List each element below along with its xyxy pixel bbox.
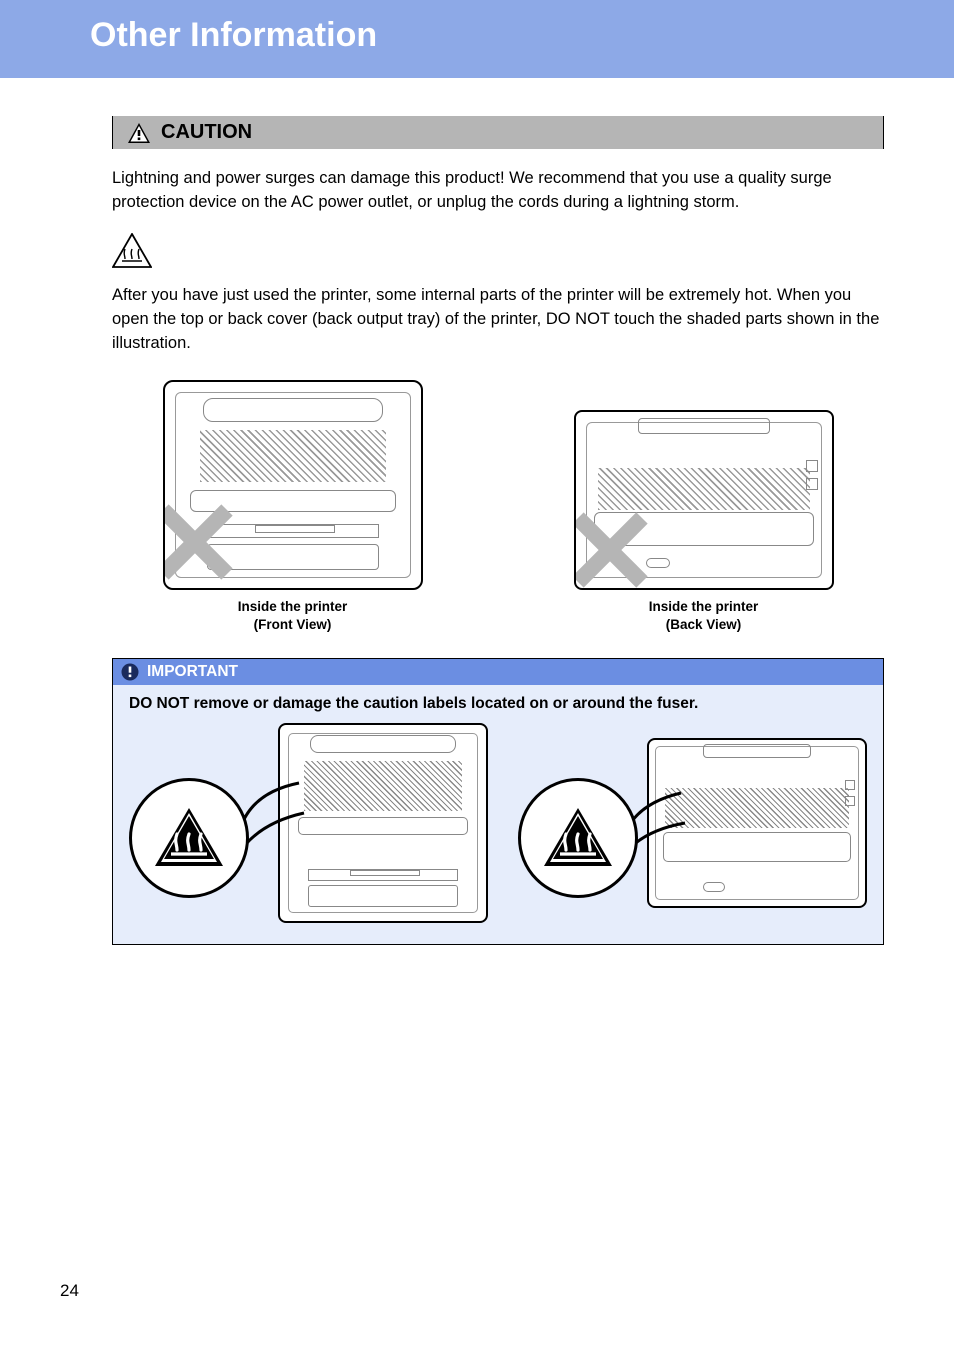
hot-surface-icon [542, 806, 614, 870]
caution-bar: CAUTION [112, 116, 884, 149]
important-figures [129, 723, 867, 928]
figure-back: Inside the printer (Back View) [574, 410, 834, 634]
caution-paragraph-2: After you have just used the printer, so… [112, 284, 884, 356]
hot-surface-icon [112, 233, 884, 274]
content-area: CAUTION Lightning and power surges can d… [0, 78, 954, 945]
important-label: IMPORTANT [147, 663, 238, 681]
figures-row: Inside the printer (Front View) Inside t… [112, 380, 884, 634]
callout-front [129, 723, 488, 928]
figure-front-caption-line2: (Front View) [254, 617, 332, 632]
printer-front-small [278, 723, 488, 923]
caution-paragraph-1: Lightning and power surges can damage th… [112, 167, 884, 215]
callout-bubble-front [129, 778, 249, 898]
figure-front-caption: Inside the printer (Front View) [163, 598, 423, 634]
callout-bubble-back [518, 778, 638, 898]
important-text: DO NOT remove or damage the caution labe… [129, 695, 867, 713]
x-mark-icon [163, 502, 235, 582]
figure-back-caption: Inside the printer (Back View) [574, 598, 834, 634]
important-header: IMPORTANT [113, 659, 883, 685]
figure-front: Inside the printer (Front View) [163, 380, 423, 634]
printer-back-diagram [574, 410, 834, 590]
important-body: DO NOT remove or damage the caution labe… [113, 685, 883, 944]
page-title: Other Information [90, 16, 914, 55]
important-circle-icon [121, 663, 139, 681]
important-box: IMPORTANT DO NOT remove or damage the ca… [112, 658, 884, 945]
figure-back-caption-line2: (Back View) [666, 617, 742, 632]
callout-back [518, 723, 867, 928]
hot-surface-icon [153, 806, 225, 870]
caution-label: CAUTION [161, 121, 252, 144]
printer-front-diagram [163, 380, 423, 590]
x-mark-icon [574, 510, 650, 590]
page-number: 24 [60, 1281, 79, 1301]
figure-back-caption-line1: Inside the printer [649, 599, 759, 614]
warning-triangle-icon [127, 122, 151, 144]
figure-front-caption-line1: Inside the printer [238, 599, 348, 614]
page-header: Other Information [0, 0, 954, 78]
